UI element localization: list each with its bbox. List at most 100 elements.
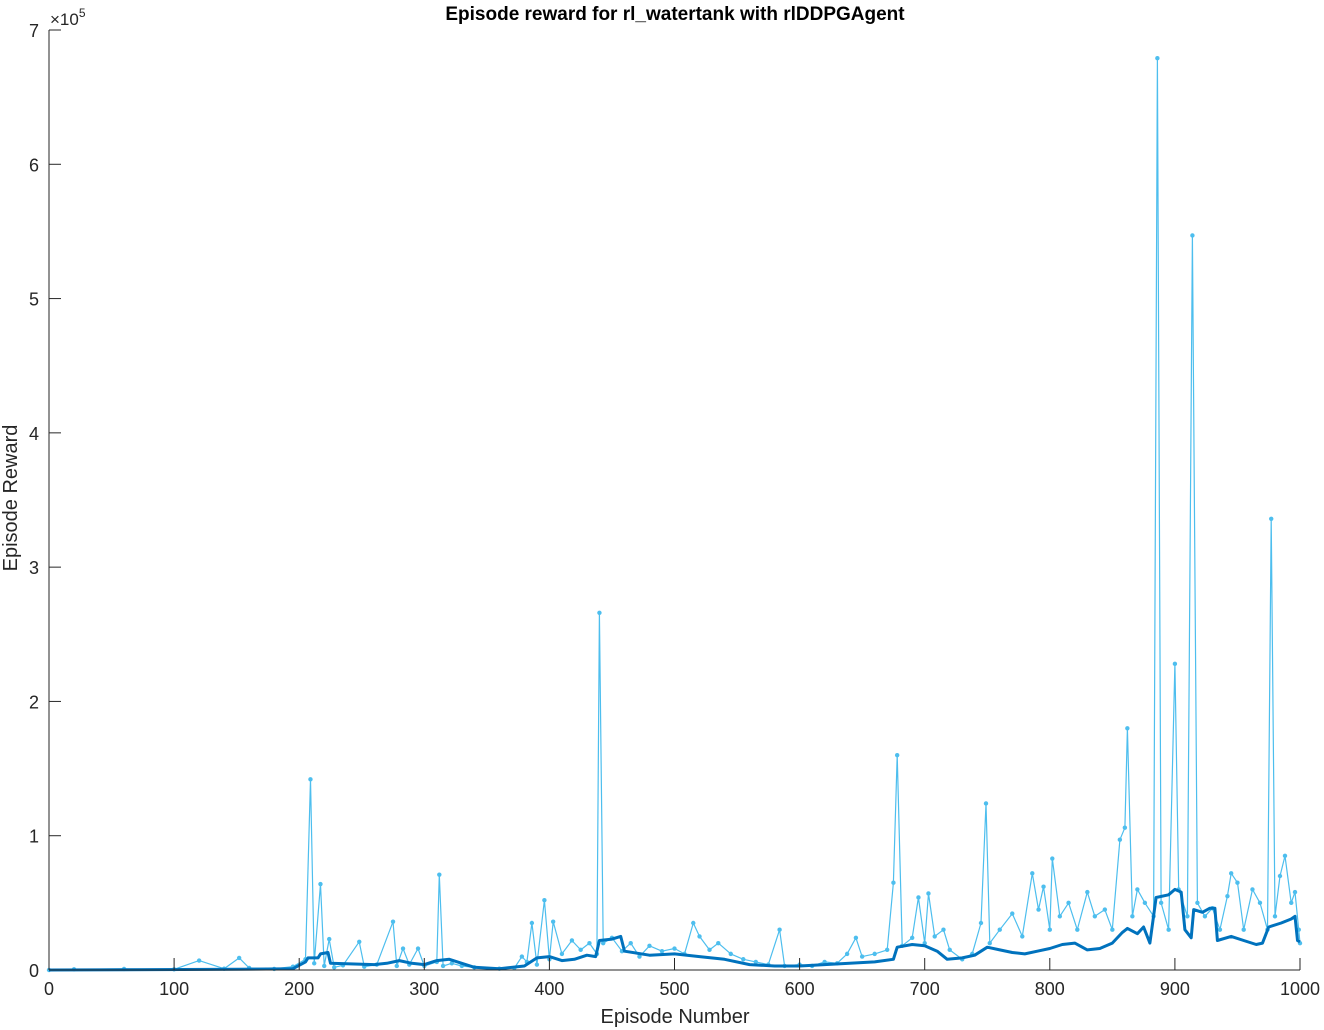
episode-reward-point [312,961,317,966]
episode-reward-point [394,963,399,969]
episode-reward-point [1272,914,1278,919]
episode-reward-point [1036,907,1041,912]
episode-reward-point [1047,927,1053,932]
y-tick-label: 1 [29,827,39,847]
episode-reward-point [659,949,665,954]
episode-reward-point [1277,873,1283,879]
x-tick-label: 100 [159,979,189,999]
episode-reward-point [853,935,859,940]
episode-reward-point [1202,914,1208,919]
episode-reward-point [637,954,642,959]
y-axis-exponent-base: ×10 [50,10,79,29]
episode-reward-point [308,777,313,782]
x-tick-label: 500 [659,979,689,999]
episode-reward-point [1195,900,1200,906]
episode-reward-point [1241,927,1246,932]
episode-reward-point [916,895,921,900]
episode-reward-point [1085,889,1090,895]
episode-reward-point [1057,914,1063,919]
episode-reward-point [400,946,406,951]
y-tick-label: 0 [29,961,39,981]
x-tick-label: 800 [1035,979,1065,999]
y-tick-label: 2 [29,692,39,712]
episode-reward-point [1166,927,1171,932]
episode-reward-point [1158,900,1164,906]
episode-reward-point [587,940,592,946]
episode-reward-point [1102,907,1108,912]
episode-reward-point [1235,880,1240,885]
episode-reward-point [332,965,337,970]
x-axis-ticks: 0 100 200 300 400 500 600 700 800 900 1000 [44,958,1320,999]
x-tick-label: 200 [284,979,314,999]
episode-reward-point [578,947,583,953]
y-tick-label: 5 [29,290,39,310]
plot-area [46,56,1303,973]
episode-reward-point [932,934,937,939]
x-axis-label: Episode Number [601,1006,750,1028]
episode-reward-point [236,955,242,961]
episode-reward-point [777,927,782,932]
episode-reward-point [196,958,202,963]
episode-reward-point [891,880,896,885]
episode-reward-point [1185,914,1190,919]
episode-reward-point [987,940,992,946]
episode-reward-point [1030,871,1035,876]
episode-reward-point [884,947,890,953]
episode-reward-point [1117,837,1123,842]
x-tick-label: 0 [44,979,54,999]
x-tick-label: 300 [409,979,439,999]
episode-reward-point [707,947,712,953]
y-axis-ticks: 0 1 2 3 4 5 6 7 [29,21,61,981]
episode-reward-point [1010,911,1015,916]
episode-reward-point [1269,516,1274,521]
episode-reward-point [1172,661,1178,667]
episode-reward-point [357,939,362,944]
x-tick-label: 900 [1160,979,1190,999]
episode-reward-point [1020,934,1025,939]
episode-reward-point [697,934,702,939]
episode-reward-point [997,927,1002,932]
episode-reward-point [978,920,984,926]
episode-reward-point [318,881,323,887]
episode-reward-point [753,959,759,965]
axes [48,30,1300,971]
y-axis-exponent: ×105 [50,6,86,29]
episode-reward-point [569,938,575,943]
x-tick-label: 1000 [1280,979,1320,999]
episode-reward-point [597,610,602,615]
episode-reward-point [926,891,931,896]
episode-reward-point [1092,914,1098,919]
episode-reward-point [437,872,442,877]
y-tick-label: 3 [29,558,39,578]
episode-reward-point [1050,856,1055,861]
episode-reward-point [691,920,696,926]
episode-reward-point [1282,853,1288,859]
x-tick-label: 600 [785,979,815,999]
episode-reward-point [1130,914,1135,919]
episode-reward-point [550,919,556,924]
episode-reward-point [1110,927,1115,932]
episode-reward-point [1257,900,1263,906]
episode-reward-point [1155,56,1160,61]
episode-reward-point [440,963,446,969]
episode-reward-point [1228,871,1234,876]
y-axis-exponent-power: 5 [79,6,86,20]
episode-reward-point [728,951,733,957]
episode-reward-point [628,940,633,946]
episode-reward-point [941,927,946,932]
episode-reward-point [1066,900,1071,906]
episode-reward-point [741,957,746,962]
episode-reward-point [449,961,455,966]
episode-reward-point [672,946,677,951]
episode-reward-point [1289,900,1294,906]
chart-title: Episode reward for rl_watertank with rlD… [445,4,905,25]
y-tick-label: 4 [29,424,39,444]
episode-reward-point [872,951,877,957]
episode-reward-point [1292,889,1298,895]
episode-reward-point [1142,900,1148,906]
episode-reward-point [947,947,952,953]
episode-reward-point [600,940,606,946]
episode-reward-point [534,962,540,967]
episode-reward-point [1041,884,1046,889]
